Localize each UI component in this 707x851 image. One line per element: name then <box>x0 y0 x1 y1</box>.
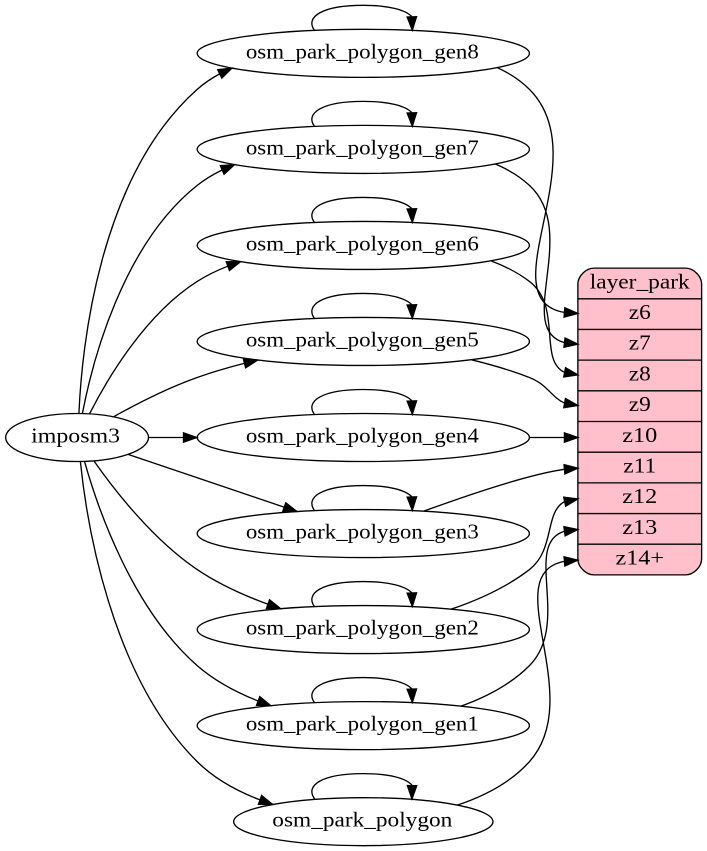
svg-text:z7: z7 <box>629 331 651 355</box>
svg-text:z9: z9 <box>629 392 651 416</box>
svg-text:z14+: z14+ <box>615 546 663 570</box>
svg-text:osm_park_polygon_gen4: osm_park_polygon_gen4 <box>246 424 479 448</box>
svg-text:layer_park: layer_park <box>590 269 691 293</box>
svg-text:osm_park_polygon_gen5: osm_park_polygon_gen5 <box>246 327 479 351</box>
svg-text:z11: z11 <box>623 454 656 478</box>
svg-text:osm_park_polygon_gen8: osm_park_polygon_gen8 <box>246 39 479 63</box>
svg-text:osm_park_polygon: osm_park_polygon <box>272 808 453 832</box>
svg-text:z8: z8 <box>629 361 651 385</box>
svg-text:imposm3: imposm3 <box>31 424 120 448</box>
svg-text:osm_park_polygon_gen3: osm_park_polygon_gen3 <box>246 520 479 544</box>
svg-text:z13: z13 <box>622 515 657 539</box>
svg-text:z10: z10 <box>622 423 657 447</box>
svg-text:osm_park_polygon_gen1: osm_park_polygon_gen1 <box>246 712 479 736</box>
svg-text:osm_park_polygon_gen6: osm_park_polygon_gen6 <box>246 231 479 255</box>
svg-text:osm_park_polygon_gen2: osm_park_polygon_gen2 <box>246 616 479 640</box>
svg-text:z6: z6 <box>629 300 651 324</box>
svg-text:z12: z12 <box>622 484 657 508</box>
svg-text:osm_park_polygon_gen7: osm_park_polygon_gen7 <box>246 135 479 159</box>
